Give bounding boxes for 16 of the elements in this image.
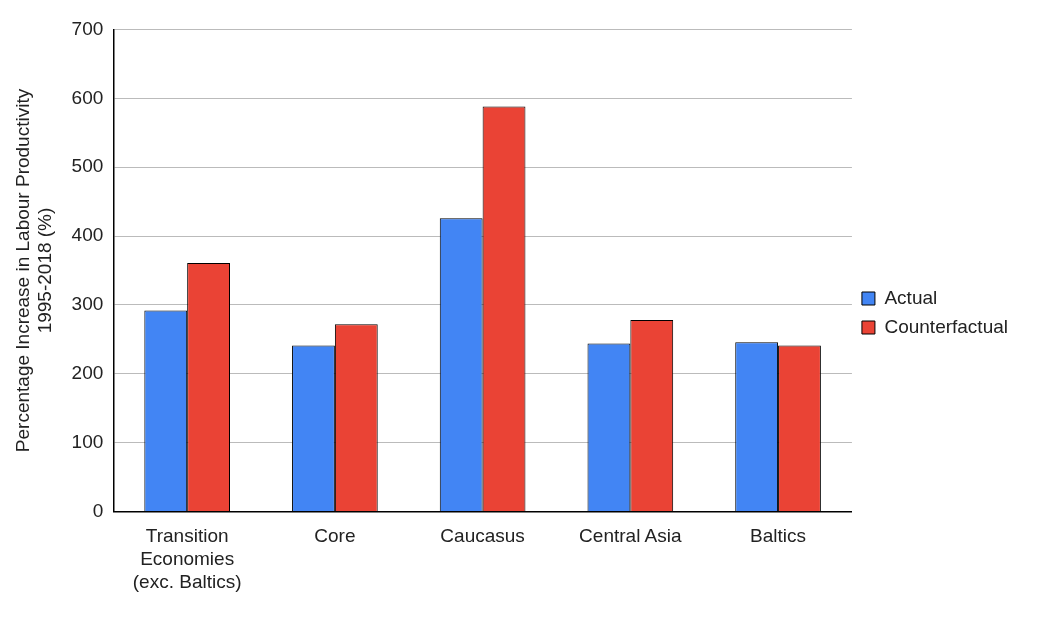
x-tick-label: Baltics (750, 525, 807, 547)
y-tick-label: 500 (71, 155, 104, 177)
x-tick-label: Caucasus (440, 525, 525, 547)
y-tick-label: 300 (71, 293, 104, 315)
y-tick-label: 700 (71, 17, 104, 39)
y-axis-title: Percentage Increase in Labour Productivity 1995-2018 (%) (11, 88, 56, 453)
y-tick-label: 400 (71, 224, 104, 246)
y-tick-label: 100 (71, 430, 104, 452)
x-tick-label: Central Asia (579, 525, 682, 547)
legend-label: Counterfactual (884, 315, 1008, 337)
legend-label: Actual (884, 286, 938, 308)
x-tick-label: Core (314, 525, 356, 547)
x-tick-label: Transition Economies (exc. Baltics) (132, 525, 242, 592)
y-tick-label: 200 (71, 362, 104, 384)
y-tick-label: 600 (71, 86, 104, 108)
y-tick-label: 0 (92, 499, 104, 521)
